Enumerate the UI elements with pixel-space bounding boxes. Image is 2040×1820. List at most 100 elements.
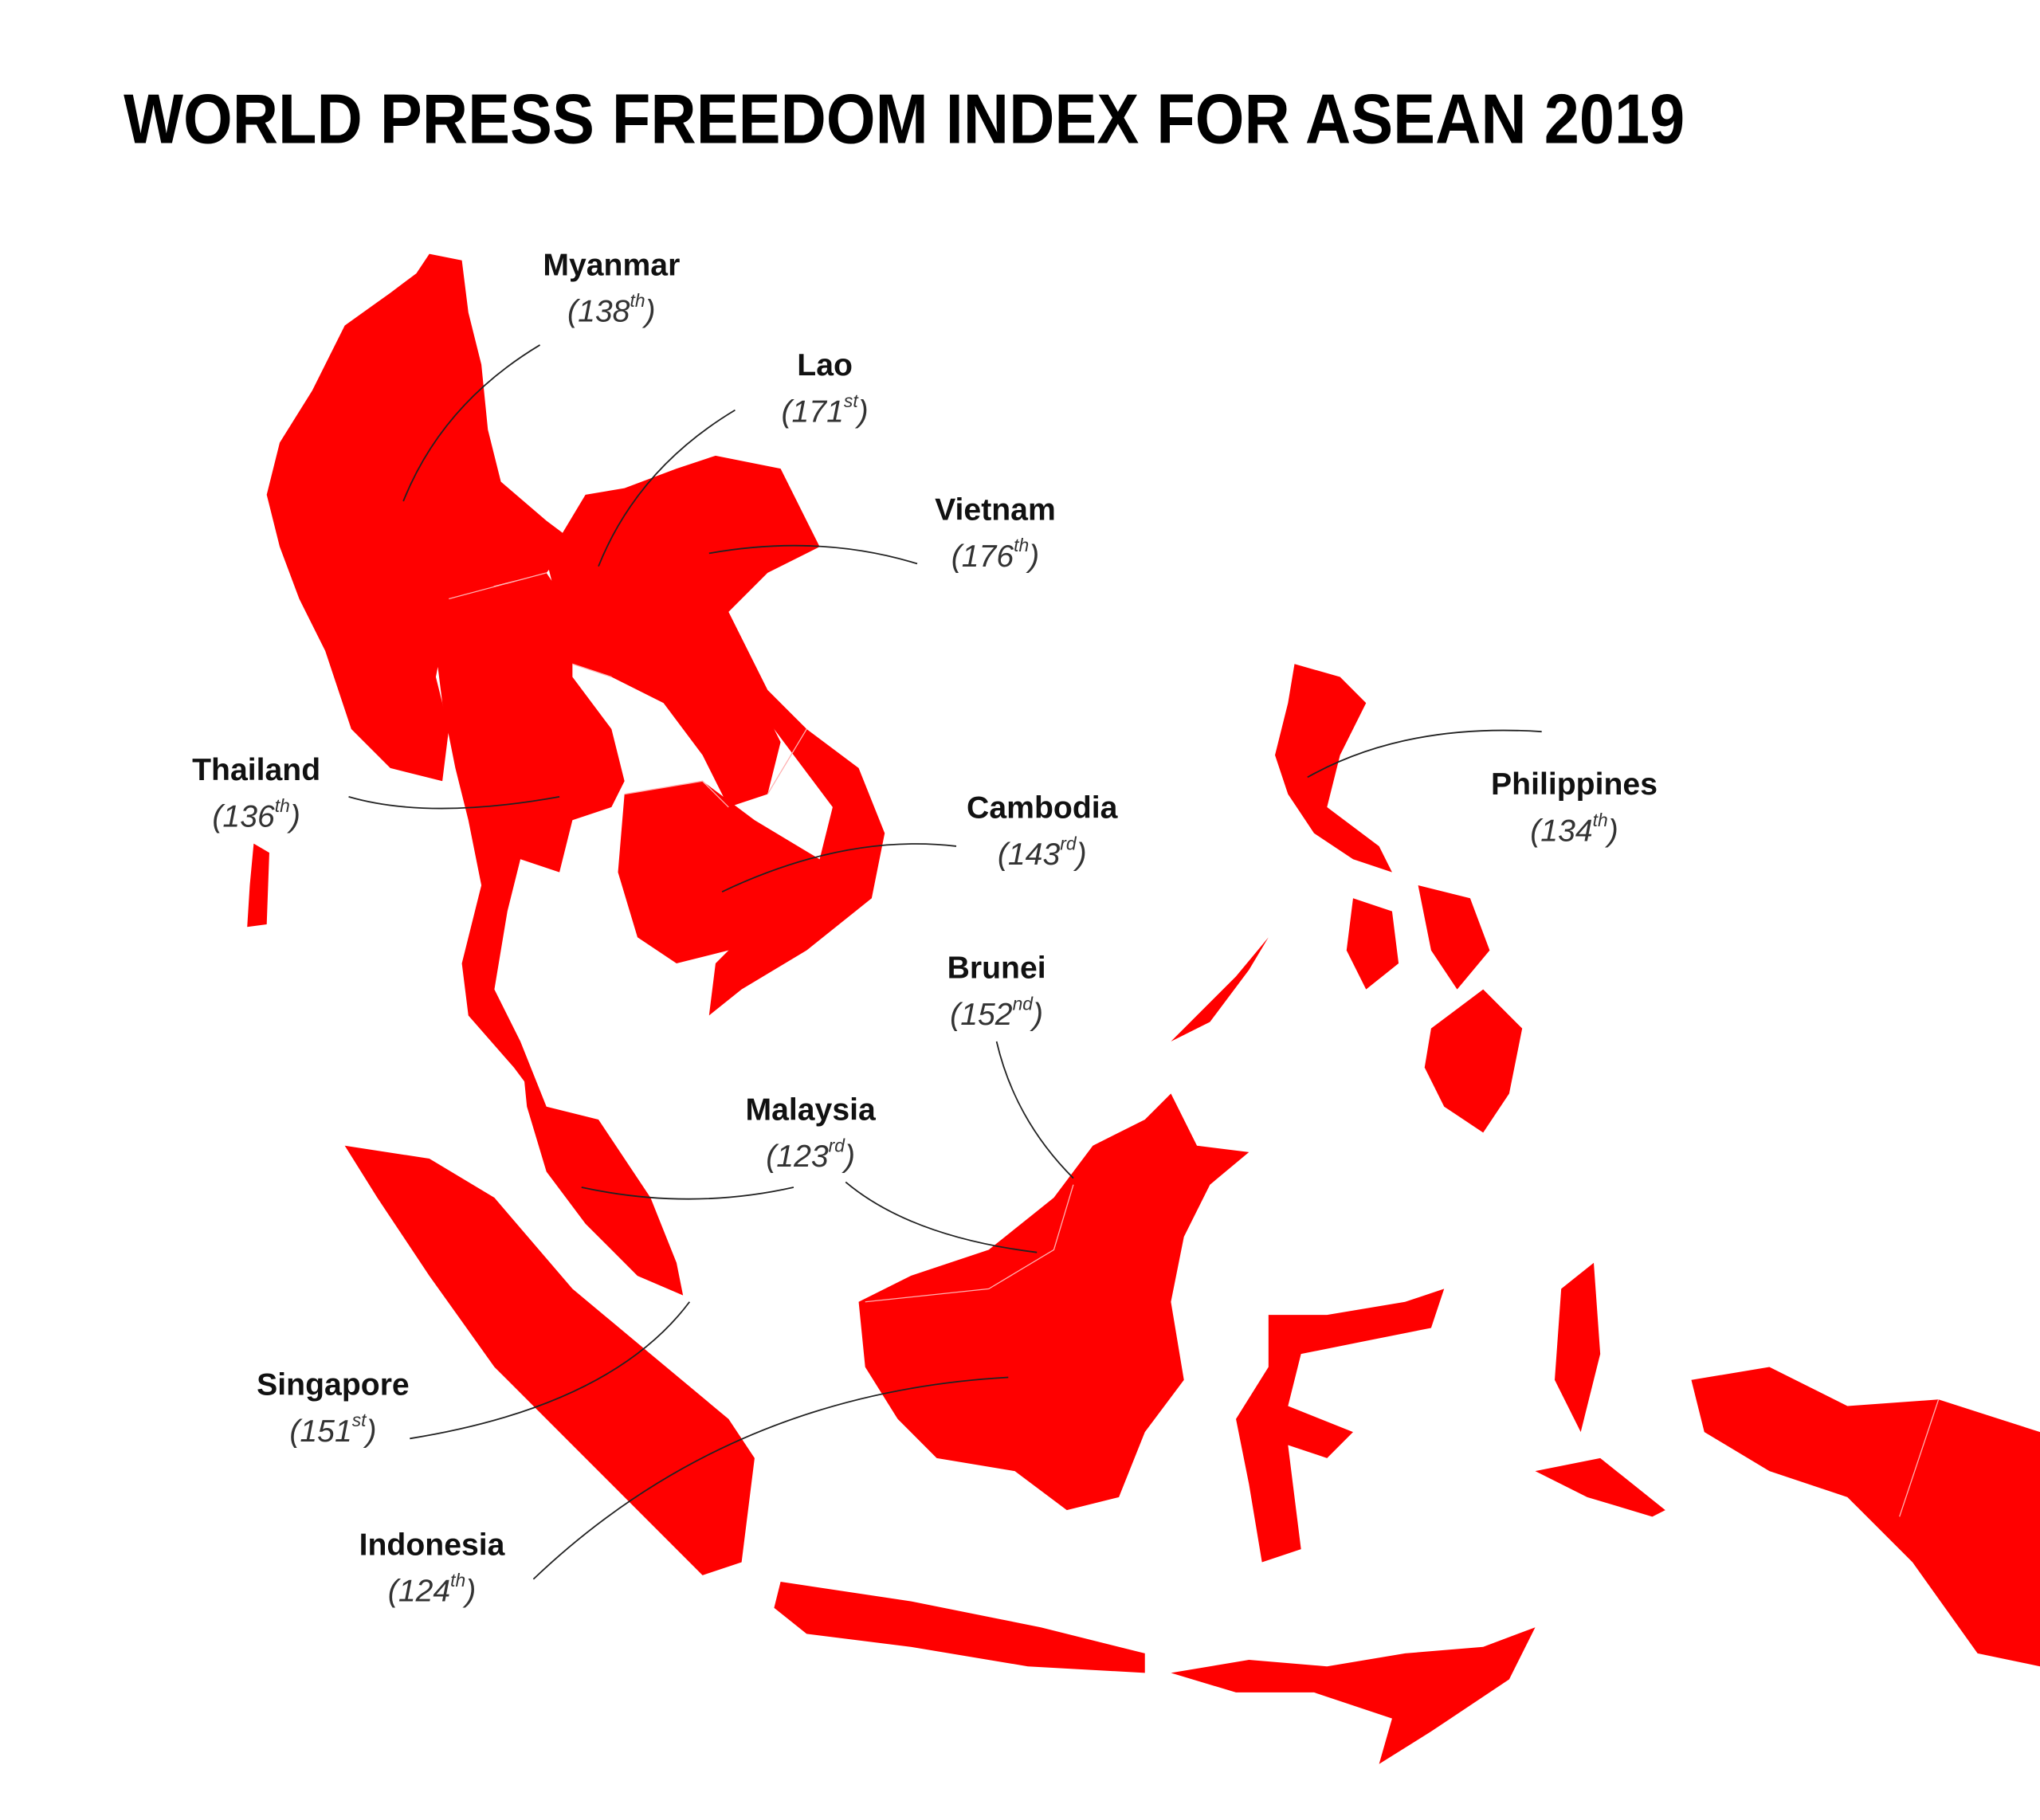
visayas2-shape bbox=[1418, 885, 1490, 990]
rank-suffix: th bbox=[1014, 535, 1029, 555]
java-shape bbox=[774, 1582, 1145, 1673]
paren-open: ( bbox=[1530, 814, 1544, 849]
rank-suffix: st bbox=[352, 1410, 367, 1430]
paren-close: ) bbox=[842, 1139, 855, 1174]
paren-close: ) bbox=[1605, 814, 1618, 849]
paren-open: ( bbox=[951, 539, 965, 574]
paren-open: ( bbox=[289, 1414, 303, 1449]
rank-suffix: rd bbox=[829, 1135, 846, 1155]
country-label: Lao(171st) bbox=[598, 348, 869, 567]
country-rank: (124th) bbox=[388, 1570, 477, 1609]
paren-open: ( bbox=[766, 1139, 779, 1174]
labels: Myanmar(138th)Lao(171st)Vietnam(176th)Th… bbox=[192, 248, 1658, 1609]
leader-line bbox=[581, 1181, 1038, 1253]
country-rank: (123rd) bbox=[766, 1135, 855, 1174]
paren-open: ( bbox=[567, 295, 581, 329]
paren-close: ) bbox=[363, 1414, 377, 1449]
paren-close: ) bbox=[1026, 539, 1039, 574]
rank-number: 143 bbox=[1008, 837, 1061, 872]
leader-line bbox=[402, 344, 541, 502]
country-label: Brunei (152nd) bbox=[947, 951, 1074, 1179]
paren-open: ( bbox=[781, 395, 794, 430]
rank-suffix: rd bbox=[1060, 833, 1077, 853]
rank-number: 136 bbox=[222, 800, 275, 834]
rank-suffix: st bbox=[844, 390, 859, 411]
luzon-shape bbox=[1275, 664, 1392, 873]
country-rank: (134th) bbox=[1530, 810, 1618, 849]
leader-line bbox=[708, 544, 918, 565]
country-name: Philippines bbox=[1491, 767, 1658, 802]
title: WORLD PRESS FREEDOM INDEX FOR ASEAN 2019 bbox=[124, 80, 1685, 159]
country-name: Cambodia bbox=[967, 791, 1119, 826]
rank-number: 123 bbox=[776, 1139, 829, 1174]
country-rank: (138th) bbox=[567, 290, 656, 329]
paren-close: ) bbox=[1073, 837, 1087, 872]
mindanao-shape bbox=[1424, 989, 1523, 1133]
leader-line bbox=[1307, 729, 1542, 779]
country-name: Malaysia bbox=[745, 1093, 877, 1128]
country-name: Myanmar bbox=[543, 248, 680, 282]
thailand-shape bbox=[435, 572, 625, 1094]
paren-close: ) bbox=[642, 295, 656, 329]
rank-suffix: th bbox=[450, 1570, 465, 1591]
paren-close: ) bbox=[855, 395, 869, 430]
vietnam-shape bbox=[708, 455, 885, 1016]
country-rank: (152nd) bbox=[950, 993, 1043, 1032]
country-label: Vietnam (176th) bbox=[708, 492, 1056, 574]
country-rank: (176th) bbox=[951, 535, 1040, 574]
rank-number: 176 bbox=[962, 539, 1014, 574]
country-name: Singapore bbox=[257, 1367, 410, 1402]
rank-suffix: th bbox=[1593, 810, 1608, 830]
country-name: Indonesia bbox=[359, 1528, 506, 1562]
cambodia-shape bbox=[618, 781, 820, 963]
country-name: Brunei bbox=[947, 951, 1046, 986]
visayas-shape bbox=[1346, 898, 1399, 990]
lesser-sunda-shape bbox=[1171, 1627, 1536, 1764]
rank-number: 152 bbox=[960, 998, 1013, 1032]
country-label: Singapore (151st) bbox=[257, 1301, 691, 1449]
rank-number: 124 bbox=[398, 1575, 450, 1609]
paren-close: ) bbox=[287, 800, 300, 834]
rank-suffix: nd bbox=[1013, 993, 1034, 1014]
lao-shape bbox=[546, 455, 781, 807]
maluku-shape bbox=[1555, 1262, 1601, 1433]
paren-open: ( bbox=[998, 837, 1011, 872]
rank-number: 151 bbox=[300, 1414, 351, 1449]
paren-open: ( bbox=[212, 800, 226, 834]
rank-number: 138 bbox=[578, 295, 630, 329]
country-label: Philippines (134th) bbox=[1307, 729, 1658, 849]
country-label: Indonesia (124th) bbox=[359, 1376, 1009, 1609]
paren-close: ) bbox=[462, 1575, 476, 1609]
country-rank: (151st) bbox=[289, 1410, 376, 1449]
country-name: Lao bbox=[797, 348, 853, 382]
country-label: Myanmar (138th) bbox=[402, 248, 680, 502]
country-name: Thailand bbox=[192, 753, 320, 787]
country-rank: (171st) bbox=[781, 390, 868, 430]
palawan-shape bbox=[1171, 937, 1269, 1042]
papua-shape bbox=[1691, 1367, 2040, 1667]
leader-line bbox=[721, 843, 957, 892]
rank-suffix: th bbox=[630, 290, 645, 311]
country-label: Malaysia (123rd) bbox=[581, 1093, 1038, 1253]
paren-open: ( bbox=[388, 1575, 402, 1609]
leader-line bbox=[995, 1041, 1074, 1179]
leader-line bbox=[598, 409, 736, 567]
borneo-shape bbox=[858, 1093, 1250, 1511]
andaman-shape bbox=[247, 843, 269, 928]
rank-suffix: th bbox=[275, 795, 290, 816]
myanmar-shape bbox=[266, 253, 573, 782]
sumatra-shape bbox=[344, 1145, 755, 1575]
country-name: Vietnam bbox=[935, 492, 1056, 527]
country-rank: (136th) bbox=[212, 795, 300, 834]
leader-line bbox=[532, 1376, 1009, 1580]
paren-close: ) bbox=[1030, 998, 1043, 1032]
leader-line bbox=[410, 1301, 691, 1440]
paren-open: ( bbox=[950, 998, 963, 1032]
country-label: Cambodia (143rd) bbox=[721, 791, 1119, 892]
rank-number: 134 bbox=[1540, 814, 1592, 849]
country-label: Thailand (136th) bbox=[192, 753, 560, 834]
rank-number: 171 bbox=[792, 395, 844, 430]
sulawesi-shape bbox=[1236, 1289, 1445, 1563]
